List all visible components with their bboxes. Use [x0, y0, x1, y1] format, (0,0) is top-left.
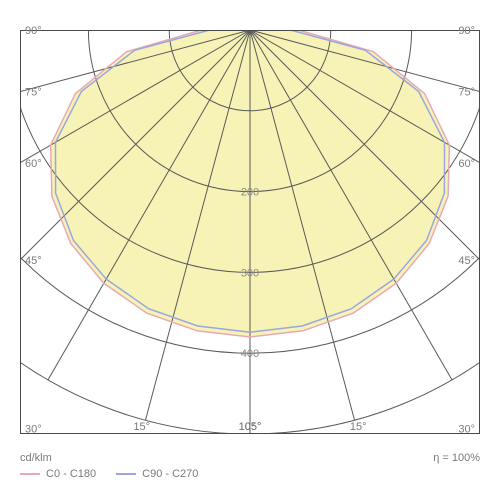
legend-item: C90 - C270 — [116, 468, 198, 480]
grid-spoke — [250, 12, 480, 30]
radial-tick-label: 200 — [241, 187, 259, 199]
angle-label-zero: 0° — [245, 421, 256, 433]
polar-chart: 200300400105°90°75°60°45°30°15°105°90°75… — [20, 12, 480, 452]
angle-label-right: 30° — [458, 423, 475, 435]
legend: C0 - C180 C90 - C270 — [20, 468, 480, 480]
angle-label-right: 90° — [458, 25, 475, 37]
unit-label: cd/klm — [20, 452, 52, 464]
angle-label-left: 75° — [25, 87, 42, 99]
radial-tick-label: 300 — [241, 267, 259, 279]
legend-label: C90 - C270 — [142, 468, 198, 480]
angle-label-left: 60° — [25, 158, 42, 170]
legend-label: C0 - C180 — [46, 468, 96, 480]
angle-label-right: 75° — [458, 87, 475, 99]
legend-item: C0 - C180 — [20, 468, 96, 480]
angle-label-left: 30° — [25, 423, 42, 435]
grid-spoke — [20, 12, 250, 30]
angle-label-left: 90° — [25, 25, 42, 37]
angle-label-right: 60° — [458, 158, 475, 170]
legend-swatch — [116, 473, 136, 475]
angle-label-left: 15° — [133, 421, 150, 433]
angle-label-right: 15° — [350, 421, 367, 433]
legend-swatch — [20, 473, 40, 475]
radial-tick-label: 400 — [241, 348, 259, 360]
chart-svg: 200300400105°90°75°60°45°30°15°105°90°75… — [20, 12, 480, 452]
chart-footer: cd/klm η = 100% C0 - C180 C90 - C270 — [20, 452, 480, 492]
efficiency-label: η = 100% — [433, 452, 480, 464]
angle-label-left: 45° — [25, 255, 42, 267]
angle-label-right: 45° — [458, 255, 475, 267]
